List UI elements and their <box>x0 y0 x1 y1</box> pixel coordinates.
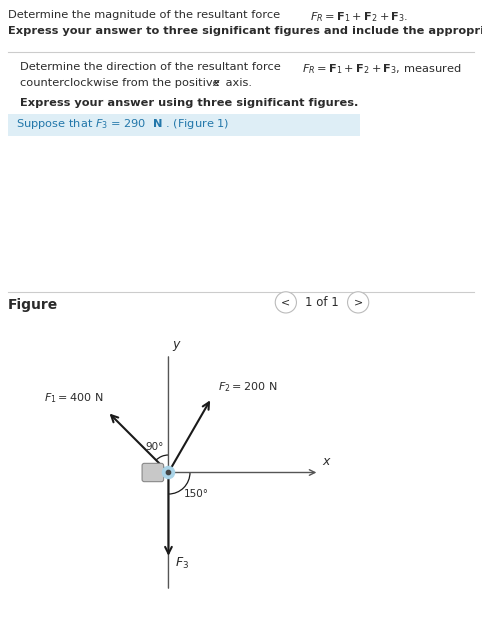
Text: $x$: $x$ <box>212 78 221 88</box>
Text: Express your answer using three significant figures.: Express your answer using three signific… <box>20 98 359 108</box>
Text: Figure: Figure <box>8 298 58 312</box>
Text: 150°: 150° <box>184 489 209 498</box>
Text: y: y <box>173 338 180 351</box>
Text: axis.: axis. <box>222 78 252 88</box>
Text: $F_R = \mathbf{F}_1 + \mathbf{F}_2 + \mathbf{F}_3$, measured: $F_R = \mathbf{F}_1 + \mathbf{F}_2 + \ma… <box>302 62 461 76</box>
Text: 90°: 90° <box>146 442 164 452</box>
Circle shape <box>162 466 174 479</box>
Text: $F_3$: $F_3$ <box>175 556 189 571</box>
Text: <: < <box>281 297 291 307</box>
Text: Determine the magnitude of the resultant force: Determine the magnitude of the resultant… <box>8 10 284 20</box>
Text: Express your answer to three significant figures and include the appropriate uni: Express your answer to three significant… <box>8 26 482 36</box>
Text: 1 of 1: 1 of 1 <box>305 296 339 309</box>
Text: $F_1 = 400\ \mathrm{N}$: $F_1 = 400\ \mathrm{N}$ <box>44 391 103 405</box>
Text: Suppose that $F_3$ = 290  $\mathbf{N}$ . (Figure 1): Suppose that $F_3$ = 290 $\mathbf{N}$ . … <box>16 117 229 131</box>
Circle shape <box>166 471 171 474</box>
Text: >: > <box>353 297 363 307</box>
Text: counterclockwise from the positive: counterclockwise from the positive <box>20 78 223 88</box>
Text: $F_R = \mathbf{F}_1 + \mathbf{F}_2 + \mathbf{F}_3$.: $F_R = \mathbf{F}_1 + \mathbf{F}_2 + \ma… <box>310 10 408 23</box>
Text: x: x <box>322 455 329 468</box>
FancyBboxPatch shape <box>142 464 163 482</box>
Text: $F_2 = 200\ \mathrm{N}$: $F_2 = 200\ \mathrm{N}$ <box>218 380 278 394</box>
Text: Determine the direction of the resultant force: Determine the direction of the resultant… <box>20 62 284 72</box>
